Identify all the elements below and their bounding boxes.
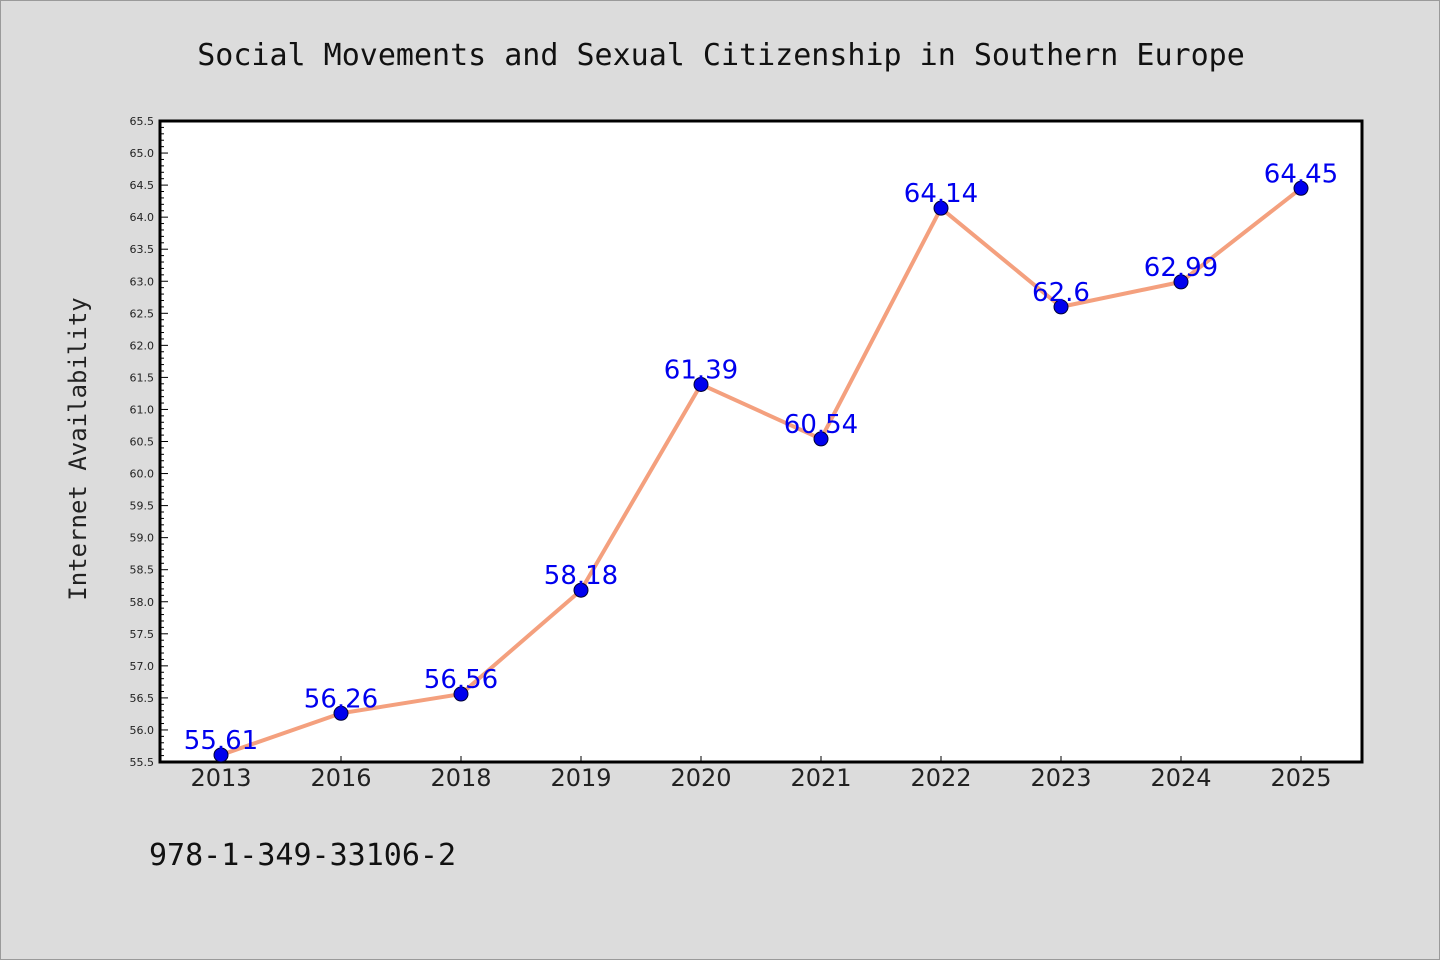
data-labels: 55.61 56.26 56.56 58.18 61.39 60.54 64.14 62.6 6… xyxy=(184,159,1338,756)
footer-isbn: 978-1-349-33106-2 xyxy=(149,838,456,873)
y-tick-label: 57.0 xyxy=(130,660,155,673)
y-tick-label: 61.5 xyxy=(130,371,155,384)
data-point xyxy=(213,747,229,763)
y-axis-label: Internet Availability xyxy=(64,297,92,600)
y-tick-label: 63.0 xyxy=(130,275,155,288)
y-axis: 55.5 56.0 56.5 57.0 57.5 58.0 58.5 59.0 59.5 60.0… xyxy=(130,115,168,769)
chart-title: Social Movements and Sexual Citizenship … xyxy=(197,38,1245,73)
y-tick-label: 62.0 xyxy=(130,339,155,352)
x-tick-label: 2023 xyxy=(1030,764,1091,792)
x-tick-label: 2021 xyxy=(790,764,851,792)
y-tick-label: 63.5 xyxy=(130,243,155,256)
y-tick-label: 56.5 xyxy=(130,692,155,705)
data-point xyxy=(813,431,829,447)
plot-area xyxy=(158,119,1364,764)
y-tick-label: 61.0 xyxy=(130,403,155,416)
y-tick-label: 64.0 xyxy=(130,211,155,224)
y-tick-label: 56.0 xyxy=(130,724,155,737)
x-tick-label: 2016 xyxy=(310,764,371,792)
data-label: 56.26 xyxy=(304,684,378,714)
x-tick-label: 2013 xyxy=(190,764,251,792)
y-tick-label: 59.0 xyxy=(130,532,155,545)
x-axis: 2013 2016 2018 2019 2020 2021 2022 2023 2024 2025 xyxy=(190,756,1332,792)
y-tick-label: 62.5 xyxy=(130,307,155,320)
y-tick-label: 60.0 xyxy=(130,468,155,481)
data-point xyxy=(1293,180,1309,196)
y-tick-label: 65.0 xyxy=(130,147,155,160)
data-label: 58.18 xyxy=(544,561,618,591)
data-point xyxy=(933,200,949,216)
data-point xyxy=(1173,274,1189,290)
data-label: 56.56 xyxy=(424,665,498,695)
data-point xyxy=(453,686,469,702)
x-tick-label: 2019 xyxy=(550,764,611,792)
data-label: 64.45 xyxy=(1264,159,1338,189)
data-label: 62.6 xyxy=(1032,278,1090,308)
data-point xyxy=(573,582,589,598)
y-tick-label: 57.5 xyxy=(130,628,155,641)
data-label: 60.54 xyxy=(784,410,858,440)
y-tick-label: 64.5 xyxy=(130,179,155,192)
data-label: 55.61 xyxy=(184,726,258,756)
data-point xyxy=(1053,299,1069,315)
x-tick-label: 2020 xyxy=(670,764,731,792)
y-tick-label: 55.5 xyxy=(130,756,155,769)
x-tick-label: 2024 xyxy=(1150,764,1211,792)
data-point xyxy=(693,376,709,392)
data-label: 61.39 xyxy=(664,355,738,385)
x-tick-label: 2018 xyxy=(430,764,491,792)
y-tick-label: 58.0 xyxy=(130,596,155,609)
y-tick-label: 65.5 xyxy=(130,115,155,128)
data-point xyxy=(333,705,349,721)
series-internet-availability xyxy=(213,180,1309,763)
y-tick-label: 59.5 xyxy=(130,500,155,513)
data-label: 62.99 xyxy=(1144,253,1218,283)
y-tick-label: 60.5 xyxy=(130,436,155,449)
y-tick-label: 58.5 xyxy=(130,564,155,577)
series-line xyxy=(219,186,1303,757)
data-label: 64.14 xyxy=(904,179,978,209)
x-tick-label: 2022 xyxy=(910,764,971,792)
x-tick-label: 2025 xyxy=(1270,764,1331,792)
